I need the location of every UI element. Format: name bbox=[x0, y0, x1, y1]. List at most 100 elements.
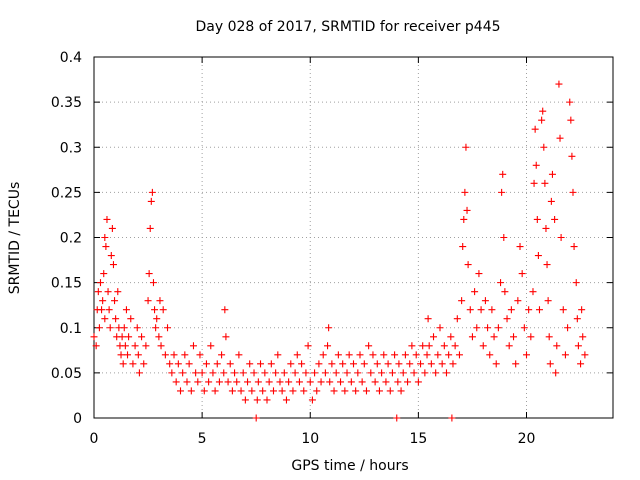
data-point bbox=[202, 360, 210, 368]
data-point bbox=[241, 396, 249, 404]
data-point bbox=[455, 351, 463, 359]
data-point bbox=[544, 297, 552, 305]
data-point bbox=[287, 360, 295, 368]
data-point bbox=[432, 369, 440, 377]
data-point bbox=[375, 387, 383, 395]
data-point bbox=[542, 224, 550, 232]
data-point bbox=[510, 333, 518, 341]
data-point bbox=[117, 351, 125, 359]
data-point bbox=[339, 360, 347, 368]
data-point bbox=[408, 342, 416, 350]
data-point bbox=[352, 387, 360, 395]
data-point bbox=[108, 224, 116, 232]
data-point bbox=[378, 369, 386, 377]
data-point bbox=[567, 116, 575, 124]
data-point bbox=[394, 378, 402, 386]
data-point bbox=[369, 351, 377, 359]
data-point bbox=[187, 387, 195, 395]
data-point bbox=[541, 179, 549, 187]
y-axis-label: SRMTID / TECUs bbox=[7, 182, 23, 295]
data-point bbox=[530, 179, 538, 187]
data-point bbox=[306, 378, 314, 386]
data-point bbox=[410, 369, 418, 377]
data-point bbox=[244, 378, 252, 386]
data-point bbox=[170, 351, 178, 359]
chart-title: Day 028 of 2017, SRMTID for receiver p44… bbox=[195, 19, 500, 35]
data-point bbox=[156, 297, 164, 305]
data-point bbox=[448, 414, 456, 422]
data-point bbox=[527, 333, 535, 341]
data-point bbox=[535, 306, 543, 314]
data-point bbox=[259, 387, 267, 395]
data-point bbox=[569, 188, 577, 196]
data-points bbox=[90, 80, 589, 422]
data-point bbox=[579, 333, 587, 341]
data-point bbox=[581, 351, 589, 359]
data-point bbox=[278, 387, 286, 395]
data-point bbox=[417, 360, 425, 368]
data-point bbox=[125, 333, 133, 341]
data-point bbox=[559, 306, 567, 314]
data-point bbox=[152, 324, 160, 332]
data-point bbox=[545, 333, 553, 341]
data-point bbox=[362, 387, 370, 395]
data-point bbox=[514, 297, 522, 305]
data-point bbox=[114, 288, 122, 296]
data-point bbox=[356, 351, 364, 359]
data-point bbox=[365, 342, 373, 350]
y-tick-label: 0.3 bbox=[60, 140, 82, 156]
data-point bbox=[168, 369, 176, 377]
data-point bbox=[248, 387, 256, 395]
data-point bbox=[276, 378, 284, 386]
data-point bbox=[412, 351, 420, 359]
data-point bbox=[468, 333, 476, 341]
data-point bbox=[157, 342, 165, 350]
data-point bbox=[505, 342, 513, 350]
data-point bbox=[189, 342, 197, 350]
data-point bbox=[90, 333, 98, 341]
data-point bbox=[371, 378, 379, 386]
data-point bbox=[96, 279, 104, 287]
data-point bbox=[388, 369, 396, 377]
data-point bbox=[532, 161, 540, 169]
data-point bbox=[265, 378, 273, 386]
data-point bbox=[101, 315, 109, 323]
x-tick-label: 0 bbox=[90, 431, 99, 447]
data-point bbox=[516, 243, 524, 251]
data-point bbox=[205, 378, 213, 386]
data-point bbox=[503, 315, 511, 323]
data-point bbox=[350, 360, 357, 368]
data-point bbox=[520, 324, 528, 332]
data-point bbox=[111, 297, 119, 305]
data-point bbox=[404, 378, 412, 386]
data-point bbox=[393, 414, 401, 422]
data-point bbox=[222, 333, 230, 341]
data-point bbox=[101, 234, 109, 241]
y-tick-label: 0.2 bbox=[60, 231, 82, 247]
y-tick-label: 0.4 bbox=[60, 50, 82, 66]
data-point bbox=[512, 360, 520, 368]
data-point bbox=[486, 351, 494, 359]
x-tick-label: 10 bbox=[301, 431, 319, 447]
data-point bbox=[183, 378, 191, 386]
data-point bbox=[343, 369, 351, 377]
data-point bbox=[300, 387, 308, 395]
data-point bbox=[291, 369, 299, 377]
data-point bbox=[548, 170, 556, 178]
data-point bbox=[330, 387, 338, 395]
data-point bbox=[211, 387, 219, 395]
data-point bbox=[272, 369, 280, 377]
data-point bbox=[492, 360, 500, 368]
data-point bbox=[269, 387, 277, 395]
data-point bbox=[100, 270, 108, 278]
data-point bbox=[148, 188, 156, 196]
data-point bbox=[246, 360, 254, 368]
data-point bbox=[317, 378, 325, 386]
data-point bbox=[304, 342, 312, 350]
data-point bbox=[360, 360, 368, 368]
data-point bbox=[181, 351, 189, 359]
data-point bbox=[220, 369, 228, 377]
data-point bbox=[147, 197, 155, 205]
data-point bbox=[112, 315, 120, 323]
data-point bbox=[99, 297, 107, 305]
